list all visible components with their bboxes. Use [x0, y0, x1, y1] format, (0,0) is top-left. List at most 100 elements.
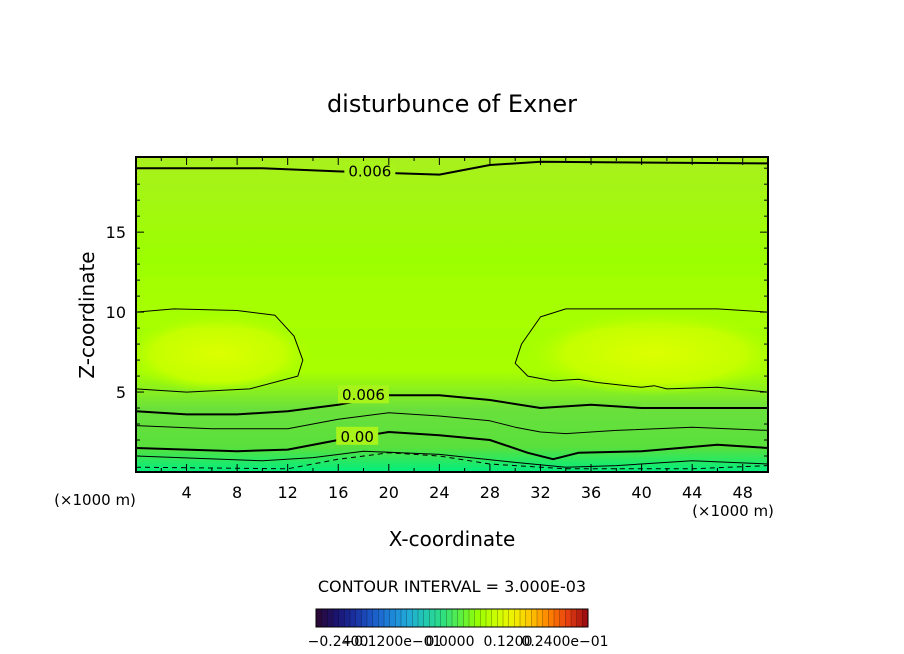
- colorbar-swatch: [474, 609, 481, 627]
- colorbar-swatch: [429, 609, 436, 627]
- contour-line-2: [136, 308, 304, 393]
- colorbar-swatch: [469, 609, 476, 627]
- colorbar-swatch: [559, 609, 566, 627]
- colorbar-label-1: −0.2400: [308, 634, 369, 650]
- contour-line-3: [514, 308, 768, 393]
- colorbar-swatch: [367, 609, 374, 627]
- colorbar-label-2: −0.1200e−01: [343, 634, 442, 650]
- x-tick-label-28: 28: [480, 483, 500, 502]
- colorbar-swatch: [389, 609, 396, 627]
- contour-label-1: 0.006: [348, 162, 391, 180]
- x-axis-label: X-coordinate: [389, 527, 516, 551]
- colorbar-swatch: [406, 609, 413, 627]
- colorbar-swatch: [503, 609, 510, 627]
- colorbar-swatch: [576, 609, 583, 627]
- colorbar-swatch: [457, 609, 464, 627]
- colorbar-swatch: [316, 609, 323, 627]
- y-axis-ticks: 5 10 15: [106, 167, 768, 457]
- colorbar-label-4: 0.1200: [484, 634, 533, 650]
- plot-frame: [135, 156, 769, 473]
- colorbar-swatch: [321, 609, 328, 627]
- contour-line-4: [136, 394, 768, 416]
- colorbar-swatch: [401, 609, 408, 627]
- contour-line-5: [136, 412, 768, 435]
- contour-fill: [136, 157, 768, 472]
- colorbar-swatch: [446, 609, 453, 627]
- colorbar-label-3: 0.0000: [426, 634, 475, 650]
- colorbar-swatch: [435, 609, 442, 627]
- contour-interval-text: CONTOUR INTERVAL = 3.000E-03: [318, 577, 586, 596]
- x-tick-label-36: 36: [581, 483, 601, 502]
- contour-line-6: [136, 431, 768, 461]
- colorbar-swatch: [554, 609, 561, 627]
- colorbar-swatch: [531, 609, 538, 627]
- y-axis-label: Z-coordinate: [75, 251, 99, 378]
- x-tick-label-32: 32: [530, 483, 550, 502]
- bright-region-right: [524, 311, 768, 396]
- contour-label-bg-2: [338, 385, 390, 404]
- contour-label-bg-1: [344, 161, 396, 180]
- colorbar: [315, 608, 589, 628]
- bright-region-left: [136, 313, 314, 394]
- colorbar-label-5: 0.2400e−01: [521, 634, 608, 650]
- contour-label-3: 0.00: [340, 428, 373, 446]
- colorbar-swatch: [571, 609, 578, 627]
- colorbar-swatch: [333, 609, 340, 627]
- colorbar-swatch: [378, 609, 385, 627]
- x-tick-label-12: 12: [278, 483, 298, 502]
- colorbar-swatch: [463, 609, 470, 627]
- colorbar-swatch: [542, 609, 549, 627]
- colorbar-swatch: [525, 609, 532, 627]
- y-tick-label-15: 15: [106, 223, 126, 242]
- colorbar-swatch: [491, 609, 498, 627]
- x-tick-label-44: 44: [682, 483, 702, 502]
- x-tick-label-20: 20: [379, 483, 399, 502]
- colorbar-swatch: [486, 609, 493, 627]
- colorbar-swatch: [537, 609, 544, 627]
- contour-label-bg-3: [336, 426, 379, 445]
- colorbar-swatch: [412, 609, 419, 627]
- y-tick-label-5: 5: [116, 383, 126, 402]
- x-tick-label-48: 48: [733, 483, 753, 502]
- upper-band: [136, 276, 768, 329]
- colorbar-swatch: [497, 609, 504, 627]
- colorbar-swatch: [338, 609, 345, 627]
- x-tick-label-24: 24: [429, 483, 449, 502]
- colorbar-swatch: [565, 609, 572, 627]
- x-tick-label-40: 40: [631, 483, 651, 502]
- colorbar-swatch: [480, 609, 487, 627]
- colorbar-swatch: [418, 609, 425, 627]
- x-tick-label-16: 16: [328, 483, 348, 502]
- colorbar-swatch: [344, 609, 351, 627]
- x-tick-label-8: 8: [232, 483, 242, 502]
- colorbar-swatch: [372, 609, 379, 627]
- colorbar-swatch: [520, 609, 527, 627]
- contour-labels: 0.006 0.006 0.00: [336, 161, 396, 446]
- colorbar-swatch: [395, 609, 402, 627]
- colorbar-swatch: [508, 609, 515, 627]
- x-tick-label-4: 4: [181, 483, 191, 502]
- y-tick-label-10: 10: [106, 303, 126, 322]
- colorbar-swatch: [514, 609, 521, 627]
- colorbar-swatch: [327, 609, 334, 627]
- colorbar-swatch: [452, 609, 459, 627]
- colorbar-frame: [315, 608, 589, 628]
- colorbar-swatch: [423, 609, 430, 627]
- contour-line-8: [136, 452, 768, 470]
- colorbar-swatch: [440, 609, 447, 627]
- chart-title: disturbunce of Exner: [327, 90, 577, 118]
- contour-line-7: [136, 450, 768, 468]
- colorbar-swatch: [548, 609, 555, 627]
- contour-label-2: 0.006: [342, 386, 385, 404]
- colorbar-swatch: [361, 609, 368, 627]
- colorbar-swatch: [355, 609, 362, 627]
- colorbar-swatch: [350, 609, 357, 627]
- x-unit-label-right: (×1000 m): [692, 502, 774, 520]
- colorbar-swatch: [384, 609, 391, 627]
- colorbar-swatch: [582, 609, 589, 627]
- contour-lines: [136, 160, 768, 470]
- x-axis-ticks: 4 8 12 16 20 24 28 32 36 40 44 48: [160, 157, 753, 502]
